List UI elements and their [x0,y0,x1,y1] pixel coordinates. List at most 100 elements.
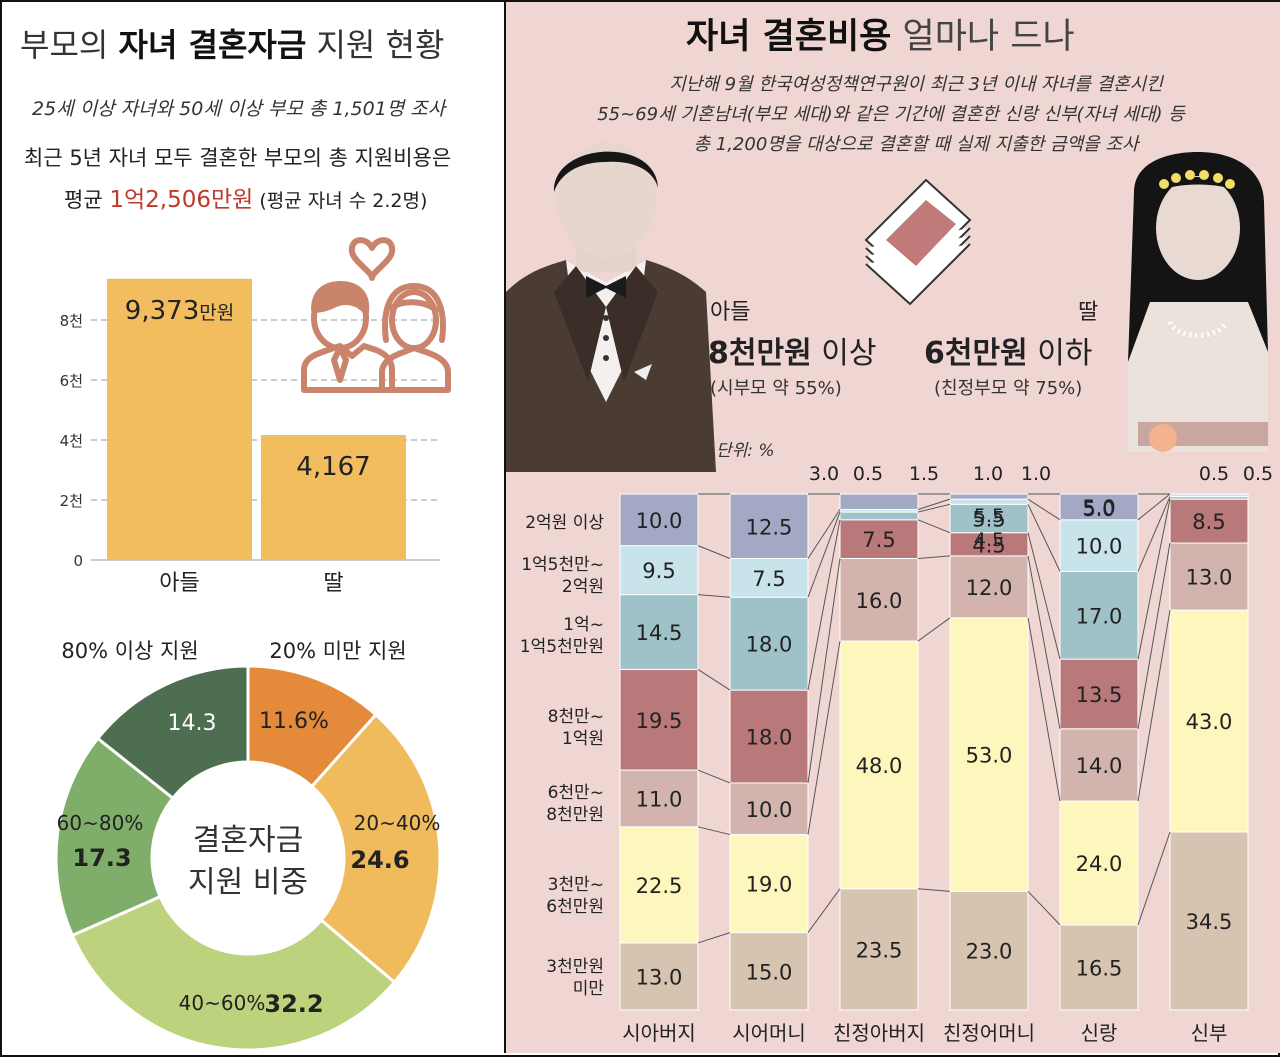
x-category-label: 친정아버지 [833,1021,925,1045]
slice-value-label: 14.3 [168,711,217,736]
segment-value-label: 19.5 [636,709,683,733]
stack-segment [729,689,809,784]
slice-name-label: 20% 미만 지원 [269,639,406,663]
y-tick-label: 0 [73,552,83,570]
stack-segment [1059,800,1139,926]
row-label: 8천만~ [548,707,604,727]
left-title: 부모의 자녀 결혼자금 지원 현황 [20,20,444,66]
segment-value-label: 16.0 [856,589,903,613]
slice-value-label: 11.6% [259,709,329,734]
connector-line [807,511,841,598]
connector-line [807,888,841,933]
connector-line [697,826,731,836]
son-label: 아들 [710,300,751,325]
stack-segment [1169,493,1249,498]
segment-value-label: 15.0 [746,960,793,984]
left-subtitle: 25세 이상 자녀와 50세 이상 부모 총 1,501명 조사 [32,98,446,120]
connector-line [807,509,841,559]
x-category-label: 딸 [323,571,343,596]
bride-illustration [1128,152,1268,452]
connector-line [697,594,731,598]
slice-value-label: 24.6 [350,846,409,874]
avg-label: 평균 [64,188,110,212]
donut-slice-3 [54,736,175,938]
stack-segment [1059,519,1139,572]
y-tick-label: 8천 [60,312,83,330]
segment-value-label: 9.5 [642,559,675,583]
connector-line [917,503,951,513]
son-amount: 8천만원 이상 [708,328,876,372]
small-value-label: 1.0 [1021,463,1051,485]
slice-value-label: 17.3 [72,844,131,872]
stack-segment [729,782,809,836]
row-label: 8천만원 [546,805,604,825]
segment-value-label: 10.0 [746,798,793,822]
stack-segment [729,932,809,1011]
segment-value-label: 5.5 [972,508,1005,532]
connector-line [1137,499,1171,660]
stack-segment [949,503,1029,534]
x-category-label: 신랑 [1081,1021,1118,1045]
daughter-value: 6천만원 [924,336,1028,371]
segment-value-label: 14.5 [636,621,683,645]
stack-segment [729,834,809,934]
left-desc-line1: 최근 5년 자녀 모두 결혼한 부모의 총 지원비용은 [24,146,452,170]
right-panel: 자녀 결혼비용 얼마나 드나 지난해 9월 한국여성정책연구원이 최근 3년 이… [504,2,1280,1053]
right-desc-line2: 55~69세 기혼남녀(부모 세대)와 같은 기간에 결혼한 신랑 신부(자녀 … [597,104,1185,125]
bar-value: 9,373 [125,296,199,326]
stack-segment [839,519,919,560]
daughter-amount: 6천만원 이하 [924,328,1092,372]
segment-value-label: 13.0 [1186,566,1233,590]
bar-value-label: 9,373만원 [125,296,234,326]
row-label: 1억5천만~ [521,555,604,575]
y-tick-label: 6천 [60,372,83,390]
stack-segment [949,890,1029,1011]
bar-value-label: 4,167 [296,452,370,482]
left-desc-line2: 평균 1억2,506만원 (평균 자녀 수 2.2명) [64,180,427,214]
donut-center-label: 지원 비중 [188,865,308,900]
stack-segment [619,594,699,670]
connector-line [1027,532,1061,660]
row-label: 2억원 이상 [525,513,604,533]
right-desc-line1: 지난해 9월 한국여성정책연구원이 최근 3년 이내 자녀를 결혼시킨 [669,74,1163,95]
stack-segment [839,558,919,642]
segment-value-label: 17.0 [1076,604,1123,628]
stack-segment [1059,493,1139,521]
connector-line [917,498,951,510]
son-value: 8천만원 [708,336,812,371]
connector-line [1027,555,1061,729]
row-label: 2억원 [562,577,604,597]
small-value-label: 0.5 [853,463,883,485]
donut-center-label: 결혼자금 [193,823,303,858]
segment-value-label: 53.0 [966,744,1013,768]
slice-name-label: 40~60% [179,991,266,1015]
connector-line [1027,617,1061,802]
daughter-note: (친정부모 약 75%) [934,378,1083,399]
stack-segment [949,555,1029,619]
slice-name-label: 20~40% [354,811,441,835]
son-note: (시부모 약 55%) [710,378,842,399]
connector-line [697,669,731,691]
avg-value: 1억2,506만원 [109,187,254,213]
stack-segment [619,545,699,596]
row-label: 미만 [573,979,605,999]
right-title-bold: 자녀 결혼비용 [686,17,892,57]
segment-value-label: 18.0 [746,726,793,750]
left-title-post: 지원 현황 [306,26,445,64]
stack-segment [1169,609,1249,833]
left-title-bold: 자녀 결혼자금 [118,26,307,64]
connector-line [917,888,951,892]
left-panel: 부모의 자녀 결혼자금 지원 현황 25세 이상 자녀와 50세 이상 부모 총… [2,2,500,1053]
donut-slice-1 [309,712,442,985]
stack-segment [1059,658,1139,730]
slice-value-label: 32.2 [264,990,323,1018]
stack-segment [619,493,699,547]
avg-note: (평균 자녀 수 2.2명) [253,190,428,212]
stack-segment [619,769,699,828]
left-title-pre: 부모의 [20,26,119,64]
segment-value-label: 13.5 [1076,683,1123,707]
right-title-rest: 얼마나 드나 [891,17,1075,57]
donut-slice-4 [95,664,250,801]
small-value-label: 0.5 [1199,463,1229,485]
